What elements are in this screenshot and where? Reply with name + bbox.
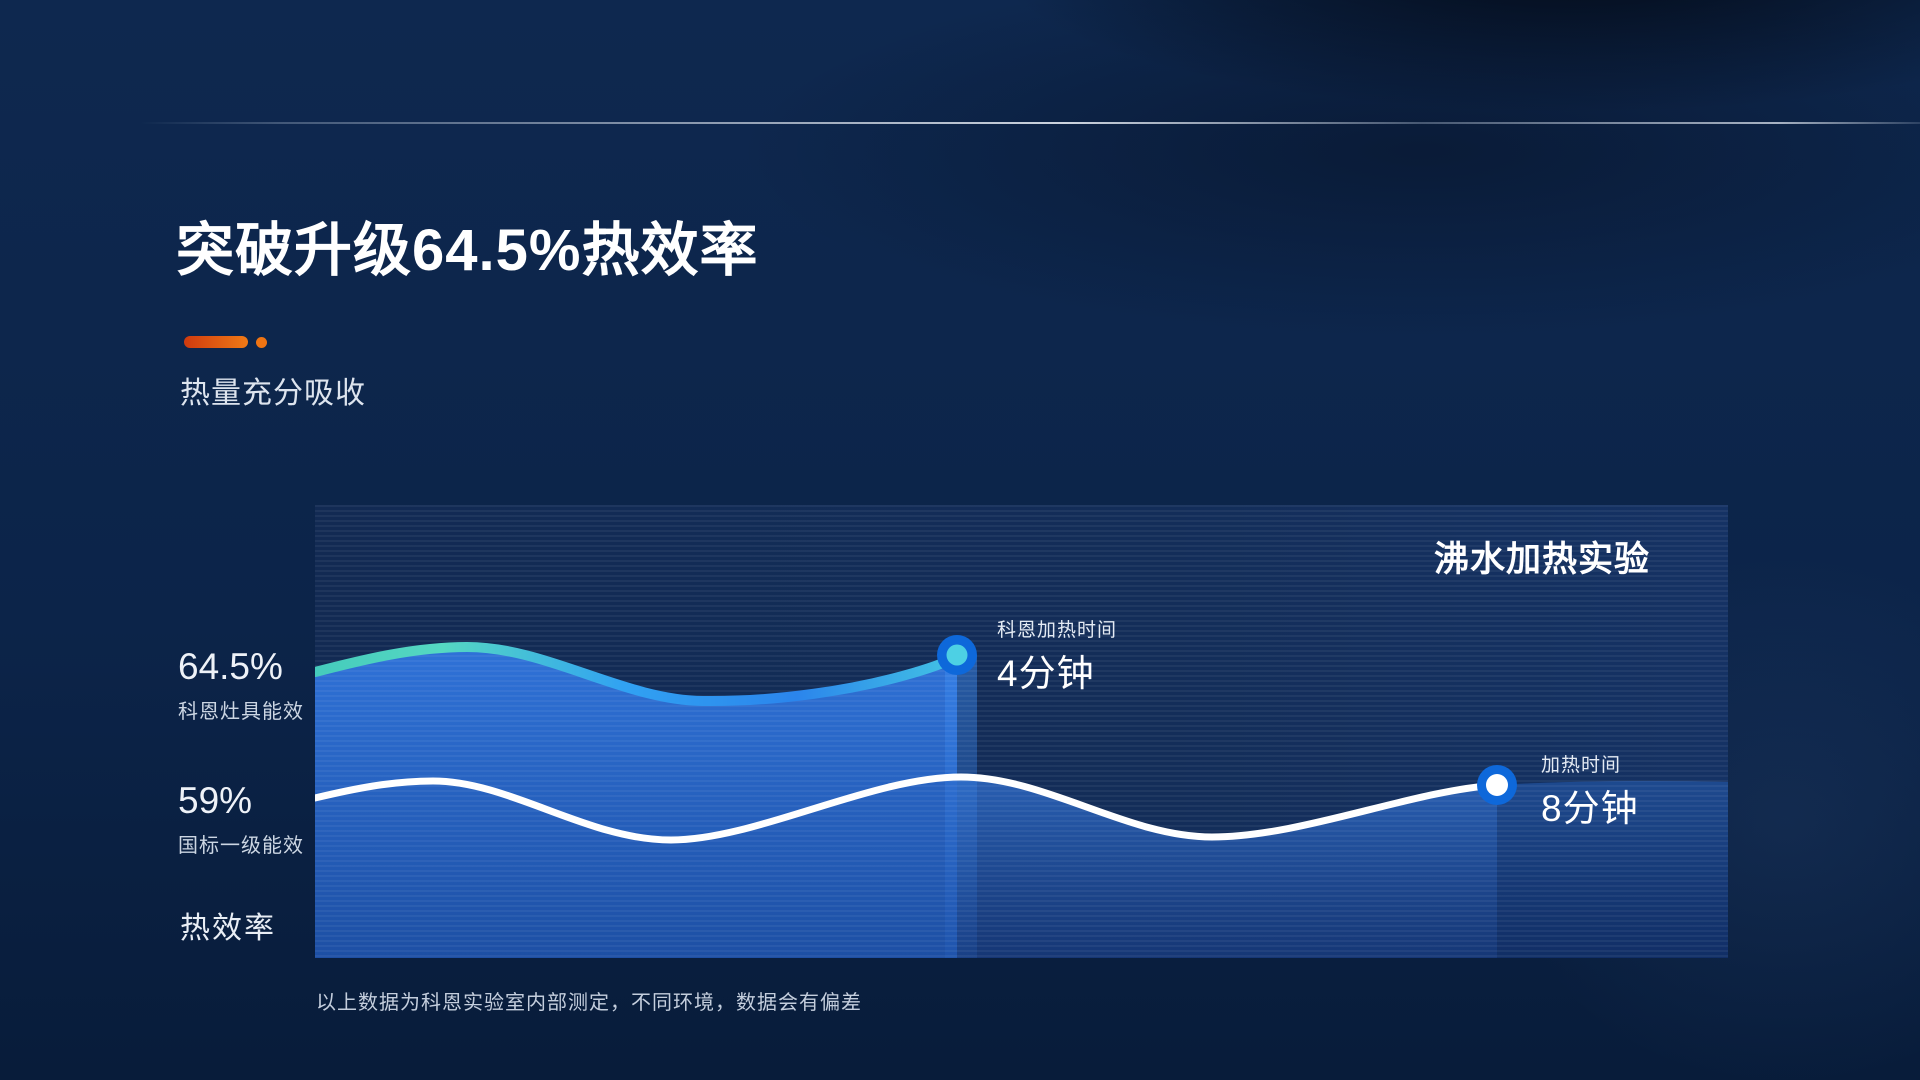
footnote: 以上数据为科恩实验室内部测定，不同环境，数据会有偏差	[316, 992, 862, 1014]
axis-label-national: 59% 国标一级能效	[178, 780, 304, 858]
chart-panel: 沸水加热实验 科恩加热时间 4分钟 加热时间 8分钟	[315, 505, 1728, 958]
keen-annotation: 科恩加热时间 4分钟	[997, 615, 1117, 697]
accent-dot	[256, 337, 267, 348]
axis-value-national: 59%	[178, 780, 253, 821]
national-annotation-value: 8分钟	[1541, 788, 1639, 829]
page-subtitle: 热量充分吸收	[180, 377, 366, 410]
stripe-texture	[315, 505, 1728, 958]
y-axis-title: 热效率	[180, 912, 276, 945]
chart-canvas	[315, 505, 1728, 958]
national-annotation: 加热时间 8分钟	[1541, 750, 1639, 832]
keen-annotation-label: 科恩加热时间	[997, 620, 1118, 641]
keen-series-line	[315, 641, 962, 707]
accent-dash	[184, 336, 248, 348]
national-annotation-label: 加热时间	[1541, 755, 1622, 776]
page-title: 突破升级64.5%热效率	[176, 218, 759, 283]
keen-endpoint-marker-inner	[946, 644, 968, 666]
national-series-line	[315, 773, 1501, 844]
axis-label-keen: 64.5% 科恩灶具能效	[178, 646, 304, 724]
national-endpoint-marker-inner	[1486, 774, 1508, 796]
keen-annotation-value: 4分钟	[997, 653, 1095, 694]
chart-title: 沸水加热实验	[1433, 540, 1650, 579]
header-divider-line	[140, 122, 1920, 124]
axis-value-keen: 64.5%	[178, 646, 283, 687]
axis-caption-keen: 科恩灶具能效	[178, 701, 304, 723]
axis-caption-national: 国标一级能效	[178, 835, 304, 857]
